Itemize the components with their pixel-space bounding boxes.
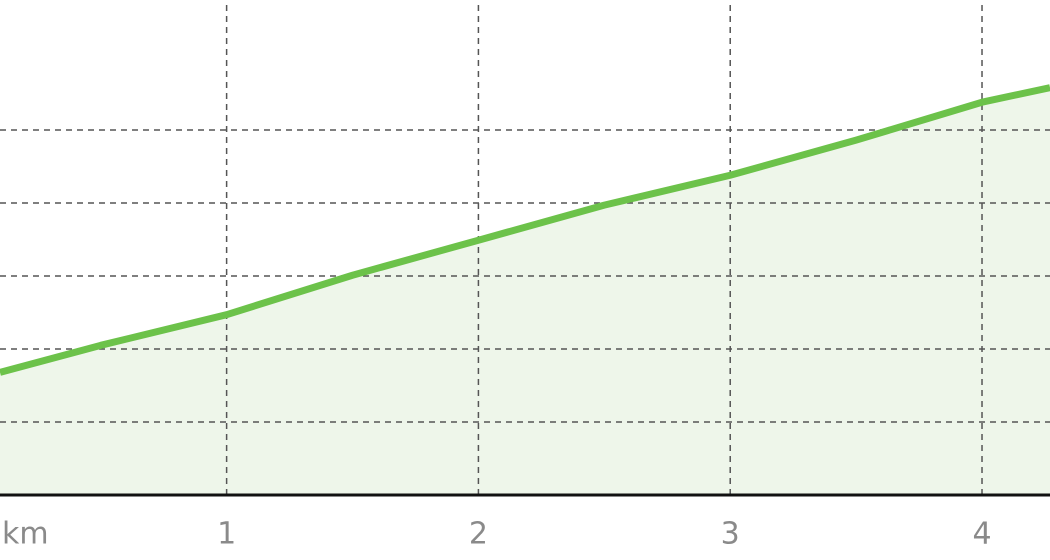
x-tick-label: 4 [972, 517, 991, 552]
x-tick-label: 3 [721, 517, 740, 552]
area-fill [0, 87, 1050, 495]
line [0, 84, 1050, 376]
x-axis-label: km [2, 517, 49, 552]
x-tick-label: 2 [469, 517, 488, 552]
x-tick-label: 1 [217, 517, 236, 552]
